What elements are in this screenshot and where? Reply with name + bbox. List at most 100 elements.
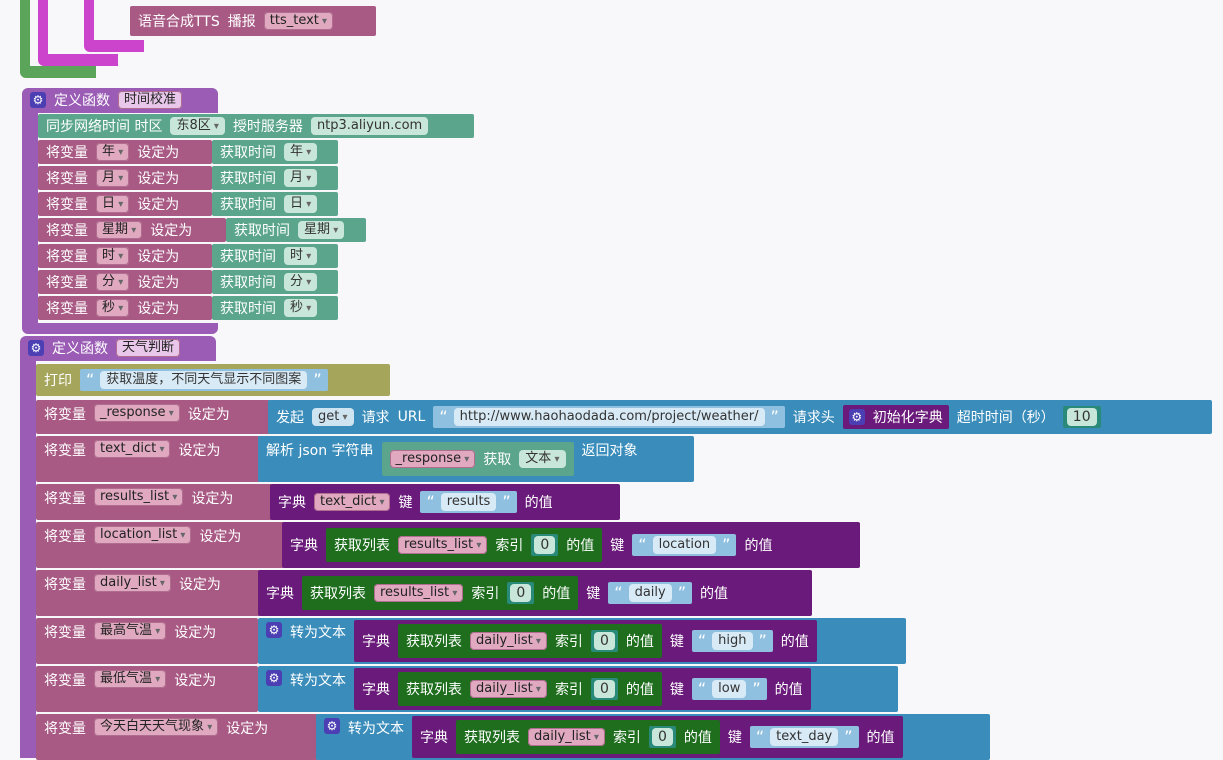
get-time-block[interactable]: 获取时间 星期 xyxy=(226,218,366,242)
index-number-block[interactable]: 0 xyxy=(648,726,676,748)
response-var-dropdown[interactable]: _response xyxy=(94,404,180,422)
timeout-field[interactable]: 10 xyxy=(1066,408,1097,426)
list-var-dropdown[interactable]: results_list xyxy=(374,584,464,602)
key-text-block[interactable]: “ daily ” xyxy=(608,582,693,604)
gear-icon[interactable]: ⚙ xyxy=(266,622,282,638)
index-number-block[interactable]: 0 xyxy=(507,582,535,604)
get-time-block[interactable]: 获取时间 时 xyxy=(212,244,338,268)
index-field[interactable]: 0 xyxy=(593,632,615,650)
list-var-dropdown[interactable]: daily_list xyxy=(470,632,547,650)
list-var-dropdown[interactable]: daily_list xyxy=(470,680,547,698)
gear-icon[interactable]: ⚙ xyxy=(28,340,44,356)
dict-get-location-block[interactable]: 字典 获取列表 results_list 索引 0 的值 键 “ locatio… xyxy=(282,522,860,568)
parse-json-block[interactable]: 解析 json 字符串 _response 获取 文本 返回对象 xyxy=(258,436,694,482)
set-time-variable-row[interactable]: 将变量 分 设定为 xyxy=(38,270,212,294)
time-var-dropdown[interactable]: 年 xyxy=(96,143,130,161)
index-number-block[interactable]: 0 xyxy=(590,678,618,700)
time-var-dropdown[interactable]: 秒 xyxy=(96,299,130,317)
text-dict-var-dropdown[interactable]: text_dict xyxy=(94,440,171,458)
index-field[interactable]: 0 xyxy=(651,728,673,746)
method-dropdown[interactable]: get xyxy=(312,408,354,426)
key-text-block[interactable]: “ location ” xyxy=(632,534,737,556)
target-var-dropdown[interactable]: 今天白天天气现象 xyxy=(94,718,219,736)
key-field[interactable]: location xyxy=(652,536,717,554)
index-number-block[interactable]: 0 xyxy=(590,630,618,652)
time-var-dropdown[interactable]: 日 xyxy=(96,195,130,213)
gear-icon[interactable]: ⚙ xyxy=(848,409,865,425)
key-text-block[interactable]: “ text_day ” xyxy=(749,726,859,748)
set-time-variable-row[interactable]: 将变量 星期 设定为 xyxy=(38,218,226,242)
get-list-item-block[interactable]: 获取列表 daily_list 索引 0 的值 xyxy=(398,672,662,706)
set-time-variable-row[interactable]: 将变量 年 设定为 xyxy=(38,140,212,164)
get-time-block[interactable]: 获取时间 秒 xyxy=(212,296,338,320)
time-unit-dropdown[interactable]: 秒 xyxy=(284,299,318,317)
set-time-variable-row[interactable]: 将变量 秒 设定为 xyxy=(38,296,212,320)
set-results-list-row[interactable]: 将变量 results_list 设定为 xyxy=(36,484,272,520)
to-text-block[interactable]: ⚙ 转为文本 字典 获取列表 daily_list 索引 0 的值 键 “ hi… xyxy=(258,618,906,664)
get-list-item-block[interactable]: 获取列表 daily_list 索引 0 的值 xyxy=(398,624,662,658)
response-src-dropdown[interactable]: _response xyxy=(389,450,476,468)
url-field[interactable]: http://www.haohaodada.com/project/weathe… xyxy=(453,408,765,426)
set-time-variable-row[interactable]: 将变量 日 设定为 xyxy=(38,192,212,216)
http-request-block[interactable]: 发起 get 请求 URL “ http://www.haohaodada.co… xyxy=(268,400,1212,434)
key-field[interactable]: results xyxy=(440,493,497,511)
time-unit-dropdown[interactable]: 年 xyxy=(284,143,318,161)
key-text-block[interactable]: “ low ” xyxy=(691,678,767,700)
time-unit-dropdown[interactable]: 日 xyxy=(284,195,318,213)
get-time-block[interactable]: 获取时间 月 xyxy=(212,166,338,190)
list-var-dropdown[interactable]: results_list xyxy=(398,536,488,554)
print-text-field[interactable]: 获取温度，不同天气显示不同图案 xyxy=(100,371,308,389)
target-var-dropdown[interactable]: location_list xyxy=(94,526,192,544)
target-var-dropdown[interactable]: daily_list xyxy=(94,574,171,592)
set-location-list-row[interactable]: 将变量 location_list 设定为 xyxy=(36,522,284,568)
set-time-variable-row[interactable]: 将变量 月 设定为 xyxy=(38,166,212,190)
time-unit-dropdown[interactable]: 分 xyxy=(284,273,318,291)
timeout-number-block[interactable]: 10 xyxy=(1062,406,1101,428)
set-daily-list-row[interactable]: 将变量 daily_list 设定为 xyxy=(36,570,260,616)
tts-var-dropdown[interactable]: tts_text xyxy=(263,12,334,30)
time-unit-dropdown[interactable]: 月 xyxy=(284,169,318,187)
time-var-dropdown[interactable]: 月 xyxy=(96,169,130,187)
gear-icon[interactable]: ⚙ xyxy=(30,92,46,108)
func1-header[interactable]: ⚙ 定义函数 时间校准 xyxy=(22,88,190,112)
server-field[interactable]: ntp3.aliyun.com xyxy=(310,117,429,135)
dict-get-daily-block[interactable]: 字典 获取列表 results_list 索引 0 的值 键 “ daily ”… xyxy=(258,570,812,616)
target-var-dropdown[interactable]: results_list xyxy=(94,488,184,506)
set-text-dict-row[interactable]: 将变量 text_dict 设定为 xyxy=(36,436,260,482)
list-var-dropdown[interactable]: daily_list xyxy=(528,728,605,746)
get-time-block[interactable]: 获取时间 分 xyxy=(212,270,338,294)
gear-icon[interactable]: ⚙ xyxy=(266,670,282,686)
time-unit-dropdown[interactable]: 时 xyxy=(284,247,318,265)
ntp-sync-block[interactable]: 同步网络时间 时区 东8区 授时服务器 ntp3.aliyun.com xyxy=(38,114,474,138)
target-var-dropdown[interactable]: 最低气温 xyxy=(94,670,167,688)
func2-header[interactable]: ⚙ 定义函数 天气判断 xyxy=(20,336,188,360)
key-field[interactable]: text_day xyxy=(770,728,839,746)
index-field[interactable]: 0 xyxy=(593,680,615,698)
print-block[interactable]: 打印 “ 获取温度，不同天气显示不同图案 ” xyxy=(36,364,390,396)
get-list-item-block[interactable]: 获取列表 results_list 索引 0 的值 xyxy=(326,528,603,562)
key-text-block[interactable]: “ results ” xyxy=(420,491,517,513)
timezone-dropdown[interactable]: 东8区 xyxy=(170,117,225,135)
dict-get-low-block[interactable]: 字典 获取列表 daily_list 索引 0 的值 键 “ low ” 的值 xyxy=(354,668,811,710)
index-field[interactable]: 0 xyxy=(510,584,532,602)
time-var-dropdown[interactable]: 分 xyxy=(96,273,130,291)
to-text-block[interactable]: ⚙ 转为文本 字典 获取列表 daily_list 索引 0 的值 键 “ lo… xyxy=(258,666,898,712)
set-response-row[interactable]: 将变量 _response 设定为 xyxy=(36,400,270,434)
dict-var-dropdown[interactable]: text_dict xyxy=(314,493,391,511)
get-list-item-block[interactable]: 获取列表 daily_list 索引 0 的值 xyxy=(456,720,720,754)
set-high-row[interactable]: 将变量 最高气温 设定为 xyxy=(36,618,258,664)
get-list-item-block[interactable]: 获取列表 results_list 索引 0 的值 xyxy=(302,576,579,610)
url-text-block[interactable]: “ http://www.haohaodada.com/project/weat… xyxy=(433,406,785,428)
get-response-block[interactable]: _response 获取 文本 xyxy=(381,442,574,476)
key-text-block[interactable]: “ high ” xyxy=(691,630,773,652)
dict-get-high-block[interactable]: 字典 获取列表 daily_list 索引 0 的值 键 “ high ” 的值 xyxy=(354,620,817,662)
get-time-block[interactable]: 获取时间 日 xyxy=(212,192,338,216)
dict-get-day-block[interactable]: 字典 获取列表 daily_list 索引 0 的值 键 “ text_day … xyxy=(412,716,903,758)
index-field[interactable]: 0 xyxy=(534,536,556,554)
function-name-field[interactable]: 时间校准 xyxy=(118,91,183,109)
dict-get-results-block[interactable]: 字典 text_dict 键 “ results ” 的值 xyxy=(270,484,620,520)
init-dict-block[interactable]: ⚙ 初始化字典 xyxy=(842,405,949,429)
time-unit-dropdown[interactable]: 星期 xyxy=(298,221,345,239)
set-time-variable-row[interactable]: 将变量 时 设定为 xyxy=(38,244,212,268)
print-text-block[interactable]: “ 获取温度，不同天气显示不同图案 ” xyxy=(80,369,328,391)
